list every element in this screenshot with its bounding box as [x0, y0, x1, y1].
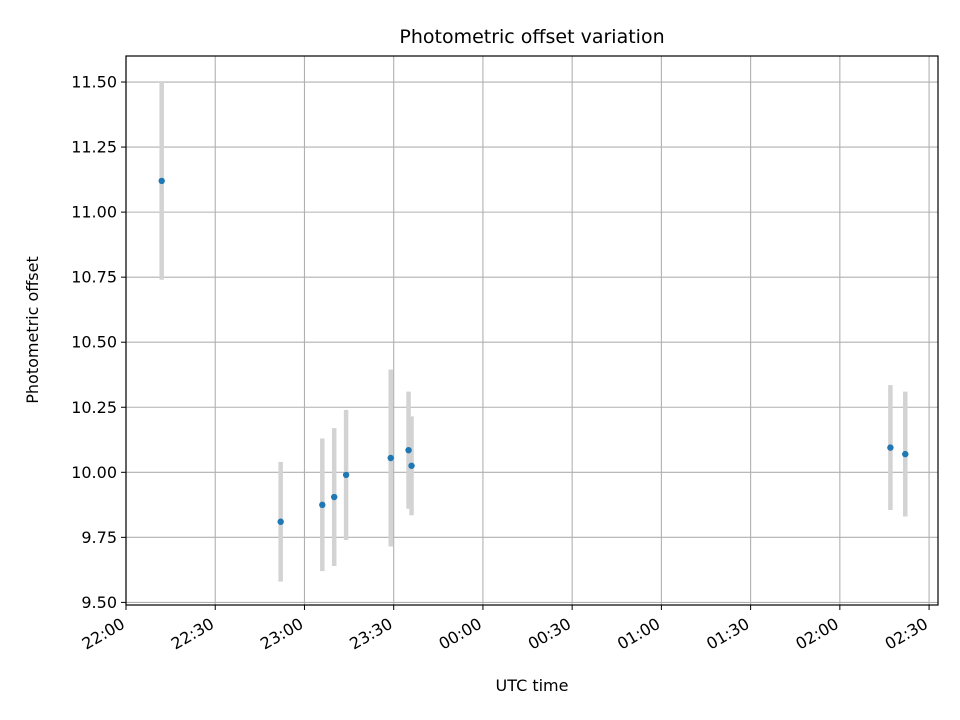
data-point — [277, 518, 284, 525]
data-point — [319, 501, 326, 509]
data-point — [158, 177, 165, 185]
chart-title: Photometric offset variation — [399, 26, 664, 48]
plot-area — [126, 56, 938, 605]
y-tick-label: 11.00 — [71, 203, 117, 222]
y-axis-title: Photometric offset — [23, 256, 42, 404]
y-tick-label: 11.50 — [71, 73, 117, 92]
y-tick-label: 9.75 — [81, 528, 117, 547]
y-tick-label: 10.25 — [71, 398, 117, 417]
data-point — [902, 450, 909, 458]
y-axis-ticks: 9.50 9.75 10.00 10.25 10.50 10.75 11.00 11.25 11… — [71, 73, 126, 612]
y-tick-label: 9.50 — [81, 593, 117, 612]
x-axis-title: UTC time — [496, 676, 569, 695]
data-point — [331, 493, 338, 501]
y-tick-label: 10.50 — [71, 333, 117, 352]
data-point — [387, 454, 394, 462]
y-tick-label: 10.00 — [71, 463, 117, 482]
plot-frame — [125, 55, 939, 606]
data-points — [158, 177, 909, 525]
data-point — [408, 462, 415, 469]
grid — [125, 56, 938, 605]
data-point — [405, 446, 412, 454]
data-point — [887, 444, 894, 451]
data-point — [342, 471, 350, 479]
y-tick-label: 10.75 — [71, 268, 117, 287]
y-tick-label: 11.25 — [71, 138, 117, 157]
